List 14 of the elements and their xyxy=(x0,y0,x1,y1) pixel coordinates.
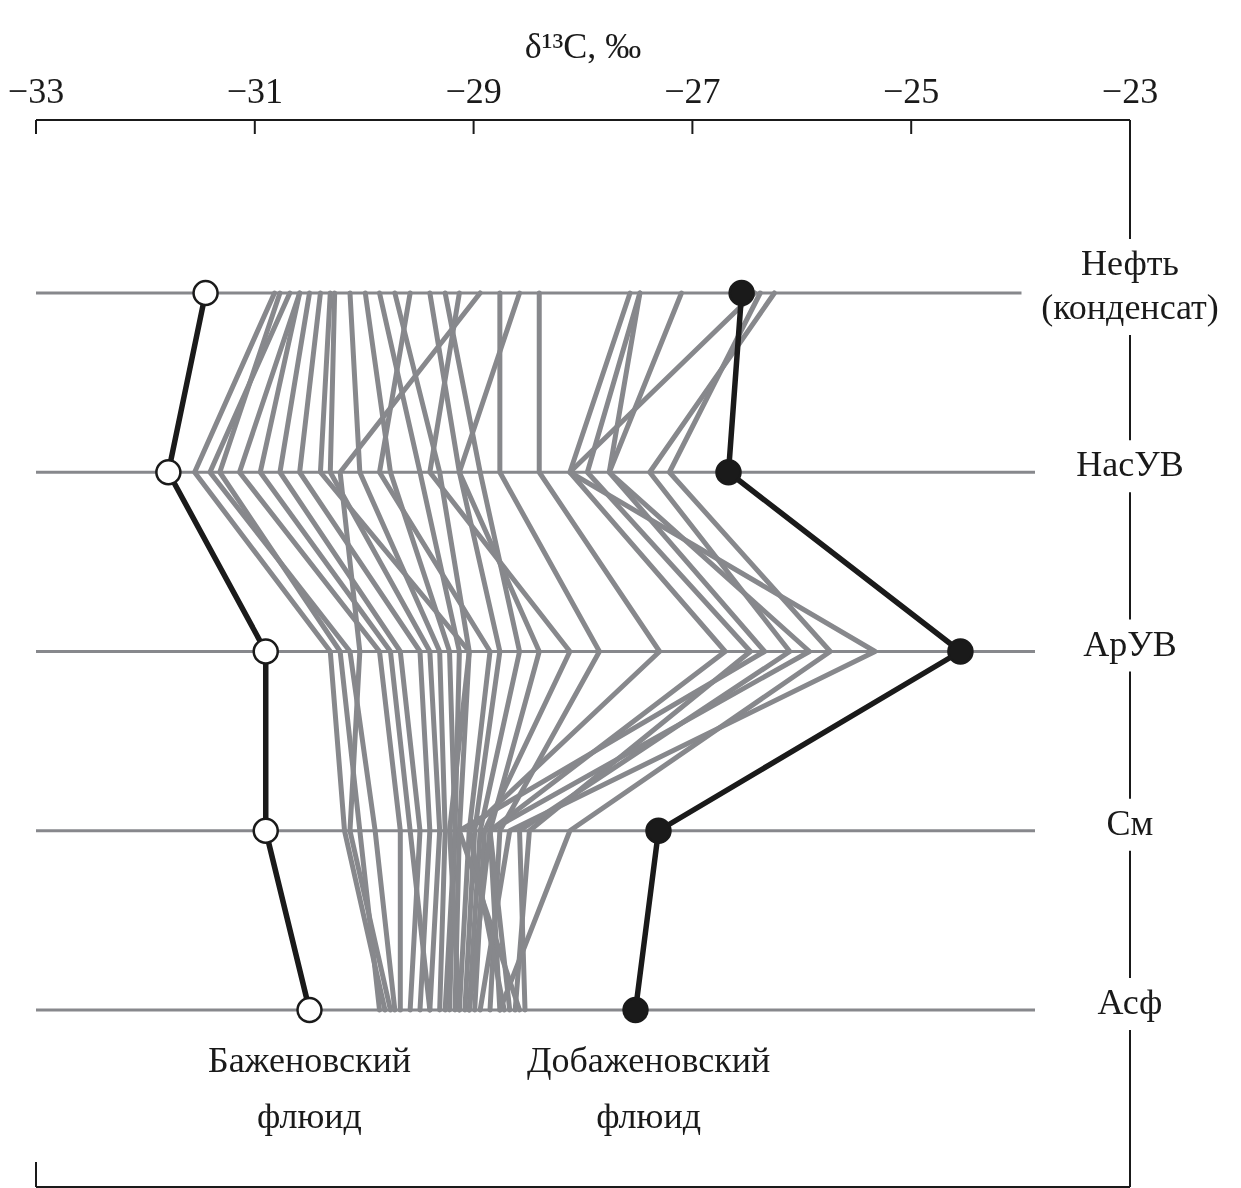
x-axis-title: δ¹³C, ‰ xyxy=(524,26,642,66)
x-tick-label: −23 xyxy=(1101,71,1159,111)
y-tick-label: АрУВ xyxy=(1083,623,1177,664)
x-tick-label: −25 xyxy=(883,71,940,111)
y-tick-label: Асф xyxy=(1097,982,1163,1022)
x-tick-label: −29 xyxy=(445,71,502,111)
y-tick-label: НасУВ xyxy=(1076,444,1184,485)
annotation: Добаженовский флюид xyxy=(527,1040,771,1136)
x-tick-label: −33 xyxy=(7,71,65,111)
y-tick-label: Нефть (конденсат) xyxy=(1041,243,1219,327)
y-tick-label: См xyxy=(1106,802,1154,843)
annotation: Баженовский флюид xyxy=(207,1040,412,1136)
x-tick-label: −27 xyxy=(664,71,721,111)
x-tick-label: −31 xyxy=(226,71,283,111)
